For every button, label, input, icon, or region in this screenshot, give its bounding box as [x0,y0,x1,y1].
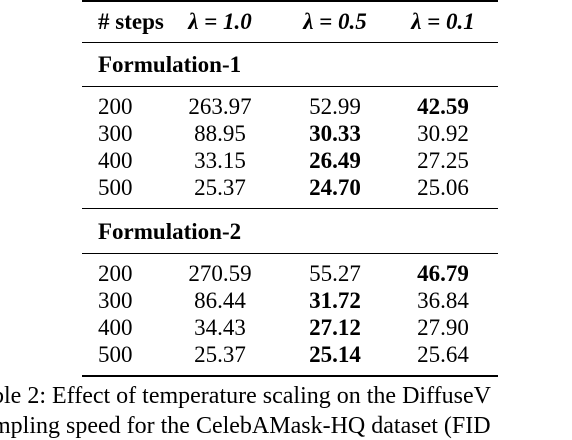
fid-cell: 27.25 [417,148,469,173]
fid-cell: 86.44 [194,288,246,313]
table-row: 500 25.37 24.70 25.06 [82,174,498,201]
section-divider-rule [82,208,498,209]
table-row: 200 270.59 55.27 46.79 [82,260,498,287]
fid-cell: 25.14 [309,342,361,367]
steps-cell: 500 [98,175,133,200]
header-rule [82,42,498,43]
fid-cell: 46.79 [417,261,469,286]
fid-cell: 24.70 [309,175,361,200]
fid-cell: 263.97 [188,94,252,119]
table-row: 200 263.97 52.99 42.59 [82,93,498,120]
steps-cell: 400 [98,148,133,173]
steps-cell: 200 [98,261,133,286]
table-row: 300 86.44 31.72 36.84 [82,287,498,314]
section-title-formulation-1: Formulation-1 [98,52,242,77]
fid-cell: 25.37 [194,175,246,200]
fid-cell: 55.27 [309,261,361,286]
table-top-rule [82,0,498,2]
fid-cell: 36.84 [417,288,469,313]
steps-cell: 500 [98,342,133,367]
table-bottom-rule [82,375,498,377]
fid-cell: 26.49 [309,148,361,173]
header-lambda-1-0: λ = 1.0 [188,9,252,34]
table-row: 500 25.37 25.14 25.64 [82,341,498,368]
fid-cell: 52.99 [309,94,361,119]
table-row: 400 34.43 27.12 27.90 [82,314,498,341]
fid-cell: 42.59 [417,94,469,119]
fid-cell: 31.72 [309,288,361,313]
caption-line-2: mpling speed for the CelebAMask-HQ datas… [0,413,491,439]
fid-cell: 27.12 [309,315,361,340]
steps-cell: 300 [98,288,133,313]
table-row: 300 88.95 30.33 30.92 [82,120,498,147]
fid-cell: 30.33 [309,121,361,146]
header-lambda-0-1: λ = 0.1 [411,9,475,34]
fid-cell: 25.64 [417,342,469,367]
table-header-row: # steps λ = 1.0 λ = 0.5 λ = 0.1 [82,8,498,35]
header-steps: # steps [98,9,164,34]
fid-cell: 27.90 [417,315,469,340]
fid-cell: 25.06 [417,175,469,200]
fid-cell: 270.59 [188,261,252,286]
steps-cell: 300 [98,121,133,146]
fid-cell: 88.95 [194,121,246,146]
fid-cell: 30.92 [417,121,469,146]
fid-cell: 33.15 [194,148,246,173]
header-lambda-0-5: λ = 0.5 [303,9,367,34]
fid-cell: 25.37 [194,342,246,367]
steps-cell: 400 [98,315,133,340]
steps-cell: 200 [98,94,133,119]
section-rule [82,86,498,87]
table-row: 400 33.15 26.49 27.25 [82,147,498,174]
fid-cell: 34.43 [194,315,246,340]
caption-line-1: ble 2: Effect of temperature scaling on … [0,383,491,409]
section-title-formulation-2: Formulation-2 [98,219,242,244]
section-rule [82,253,498,254]
